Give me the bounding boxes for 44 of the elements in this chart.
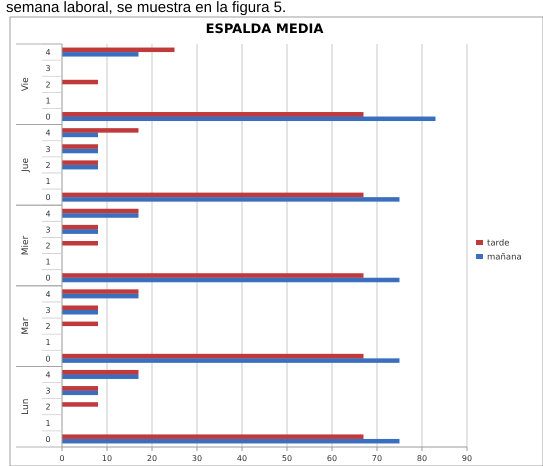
y-tick-label: 2 bbox=[45, 160, 51, 170]
text: Vie bbox=[21, 76, 31, 92]
y-tick-label: 4 bbox=[45, 290, 51, 299]
y-tick-label: 3 bbox=[45, 64, 51, 74]
y-tick-label: 0 bbox=[45, 354, 51, 364]
y-tick-label: 3 bbox=[45, 225, 51, 234]
y-tick-label: 1 bbox=[45, 338, 51, 348]
y-tick-label: 1 bbox=[45, 96, 51, 106]
x-tick-label: 70 bbox=[372, 454, 382, 463]
text: Mier bbox=[21, 235, 31, 256]
y-tick-label: 4 bbox=[45, 48, 51, 58]
text: semana laboral, se muestra en la figura 5. bbox=[6, 0, 286, 16]
y-tick-label: 3 bbox=[45, 306, 51, 315]
text: Lun bbox=[21, 398, 31, 415]
y-tick-label: 2 bbox=[45, 242, 51, 250]
y-tick-label: 2 bbox=[45, 80, 51, 90]
y-tick-label: 1 bbox=[45, 177, 51, 186]
x-tick-label: 80 bbox=[416, 454, 428, 463]
y-tick-label: 1 bbox=[45, 258, 51, 267]
x-tick-label: 60 bbox=[326, 454, 338, 463]
y-tick-label: 0 bbox=[45, 112, 51, 122]
y-tick-label: 2 bbox=[45, 402, 51, 412]
y-tick-label: 0 bbox=[45, 193, 51, 202]
y-tick-label: 2 bbox=[45, 322, 51, 332]
x-tick-label: 0 bbox=[59, 454, 65, 463]
y-tick-label: 4 bbox=[45, 209, 51, 218]
x-tick-label: 90 bbox=[462, 454, 472, 463]
x-tick-label: 40 bbox=[236, 454, 248, 463]
text: Mar bbox=[21, 317, 31, 335]
x-tick-label: 10 bbox=[102, 454, 112, 463]
y-tick-label: 3 bbox=[45, 386, 51, 396]
text: Jue bbox=[21, 157, 31, 173]
y-tick-label: 4 bbox=[45, 128, 51, 138]
y-tick-label: 1 bbox=[45, 418, 51, 428]
y-tick-label: 0 bbox=[45, 274, 51, 283]
legend-label: tarde bbox=[487, 238, 510, 248]
y-tick-label: 4 bbox=[45, 370, 51, 380]
x-tick-label: 30 bbox=[192, 454, 202, 463]
y-tick-label: 3 bbox=[45, 144, 51, 154]
y-tick-label: 0 bbox=[45, 434, 51, 444]
x-tick-label: 50 bbox=[282, 454, 292, 463]
chart-title: ESPALDA MEDIA bbox=[206, 22, 324, 37]
legend-label: mañana bbox=[487, 252, 522, 262]
x-tick-label: 20 bbox=[146, 454, 158, 463]
